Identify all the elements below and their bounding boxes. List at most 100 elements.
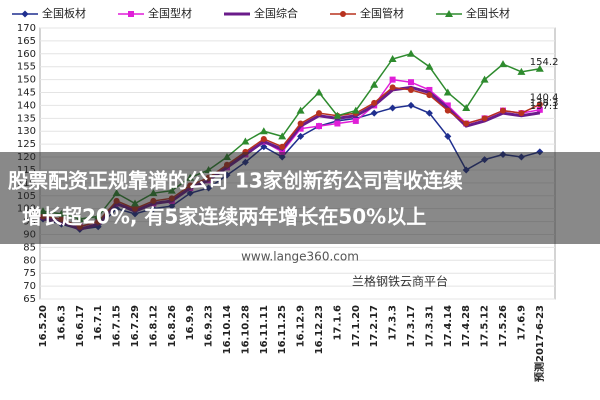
x-tick-label: 16.9.9 (185, 305, 196, 340)
marker (518, 110, 525, 117)
marker (388, 54, 397, 62)
end-label: 137.1 (530, 101, 559, 112)
marker (481, 115, 488, 122)
x-tick-label: 17.5.26 (498, 305, 509, 347)
legend-label: 全国板材 (42, 6, 86, 20)
watermark: www.lange360.com (241, 250, 359, 264)
y-tick-label: 165 (17, 36, 36, 47)
marker (279, 143, 286, 150)
y-tick-label: 135 (17, 113, 36, 124)
marker (445, 10, 453, 17)
marker (535, 64, 544, 72)
x-tick-label: 16.6.3 (56, 305, 67, 340)
marker (296, 106, 305, 114)
marker (316, 123, 322, 130)
marker (408, 79, 414, 86)
y-tick-label: 75 (23, 268, 36, 279)
marker (499, 60, 507, 68)
marker (21, 10, 29, 18)
x-tick-label: 16.7.29 (130, 305, 141, 347)
marker (315, 88, 323, 96)
x-tick-label: 16.6.17 (75, 305, 86, 347)
x-tick-label: 17.6.9 (516, 305, 527, 340)
marker (278, 132, 287, 140)
marker (444, 107, 451, 114)
marker (297, 125, 304, 132)
marker (444, 132, 452, 140)
x-tick-label: 16.12.23 (314, 305, 325, 354)
marker (463, 120, 470, 127)
legend-label: 全国长材 (466, 6, 510, 20)
x-tick-label: 16.8.12 (148, 305, 159, 347)
x-tick-label: 16.11.11 (259, 305, 270, 354)
y-tick-label: 65 (23, 294, 36, 305)
marker (425, 62, 434, 70)
marker (426, 86, 433, 93)
marker (408, 86, 414, 93)
legend-label: 全国综合 (254, 6, 298, 20)
marker (260, 135, 267, 142)
y-tick-label: 170 (17, 23, 36, 34)
marker (444, 102, 451, 109)
legend-label: 全国管材 (360, 6, 404, 20)
x-tick-label: 17.2.17 (369, 305, 380, 347)
marker (389, 84, 396, 91)
marker (389, 76, 396, 83)
x-tick-label: 17.1.20 (351, 305, 362, 347)
headline: 增长超20%, 有5家连续两年增长在50%以上 (22, 205, 426, 229)
marker (260, 143, 268, 151)
x-tick-label: 预测2017-6-23 (533, 305, 546, 382)
marker (480, 75, 489, 83)
headline: 股票配资正规靠谱的公司 13家创新药公司营收连续 (8, 169, 463, 193)
marker (370, 109, 378, 117)
legend-label: 全国型材 (148, 6, 192, 20)
point (539, 112, 541, 114)
end-label: 140.4 (530, 92, 559, 103)
marker (241, 137, 250, 145)
marker (259, 127, 268, 135)
x-tick-label: 17.3.31 (424, 305, 435, 347)
y-tick-label: 125 (17, 139, 36, 150)
marker (462, 104, 471, 112)
end-label: 138.3 (530, 98, 559, 109)
marker (536, 106, 543, 113)
marker (443, 88, 452, 96)
x-tick-label: 16.11.25 (277, 305, 288, 354)
x-tick-label: 17.3.17 (406, 305, 417, 347)
marker (352, 117, 359, 124)
y-tick-label: 130 (17, 126, 36, 137)
watermark: 兰格钢铁云商平台 (352, 274, 448, 289)
end-label: 154.2 (530, 57, 559, 68)
marker (333, 111, 342, 119)
x-tick-label: 16.7.1 (93, 305, 104, 340)
marker (371, 99, 378, 106)
marker (351, 106, 360, 114)
x-tick-label: 17.1.6 (332, 305, 343, 340)
x-tick-label: 17.3.3 (388, 305, 399, 340)
marker (517, 67, 526, 75)
marker (340, 11, 346, 17)
x-tick-label: 16.5.20 (38, 305, 49, 347)
x-tick-label: 16.9.23 (204, 305, 215, 347)
x-tick-label: 17.4.28 (461, 305, 472, 347)
marker (500, 107, 506, 114)
y-tick-label: 160 (17, 49, 36, 60)
y-tick-label: 80 (23, 255, 36, 266)
x-tick-label: 17.5.12 (480, 305, 491, 347)
x-tick-label: 16.10.14 (222, 305, 233, 354)
y-tick-label: 85 (23, 242, 36, 253)
marker (407, 49, 415, 57)
marker (407, 101, 415, 109)
headline-band (0, 152, 600, 244)
marker (316, 110, 322, 117)
marker (389, 104, 397, 112)
x-tick-label: 16.8.26 (167, 305, 178, 347)
marker (128, 11, 134, 17)
marker (370, 80, 379, 88)
marker (536, 101, 543, 108)
x-tick-label: 17.4.14 (443, 305, 454, 347)
y-tick-label: 70 (23, 281, 36, 292)
x-tick-label: 16.12.9 (296, 305, 307, 347)
x-tick-label: 16.10.28 (240, 305, 251, 354)
y-tick-label: 145 (17, 88, 36, 99)
